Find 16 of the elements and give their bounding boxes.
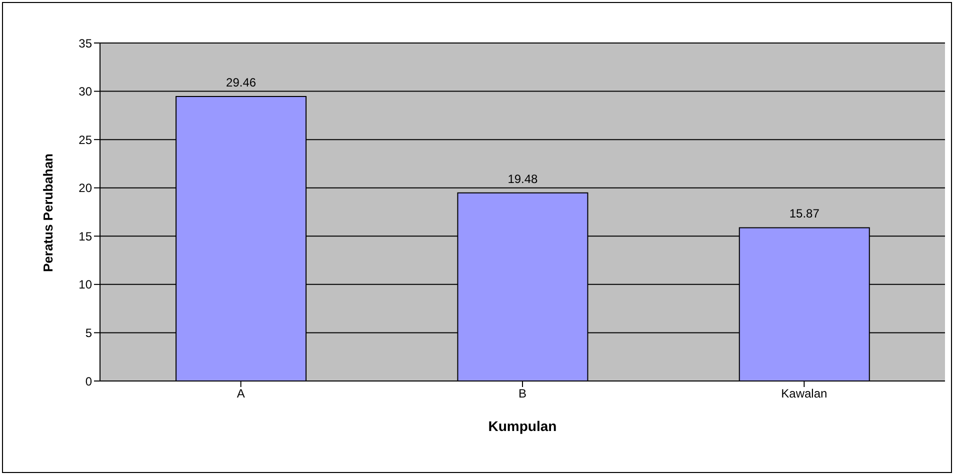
y-tick-label: 10 [78, 278, 92, 292]
x-tick-label: Kawalan [781, 386, 828, 401]
y-tick-label: 0 [85, 374, 92, 388]
y-tick-label: 25 [78, 132, 92, 147]
data-label: 29.46 [226, 76, 256, 90]
y-tick-label: 15 [78, 229, 92, 244]
y-tick-label: 5 [85, 326, 92, 340]
y-axis-title: Peratus Perubahan [40, 153, 56, 272]
data-label: 19.48 [508, 172, 538, 186]
y-tick-label: 35 [78, 36, 92, 50]
data-label: 15.87 [789, 206, 820, 221]
x-axis-title: Kumpulan [488, 418, 557, 434]
x-tick-label: B [518, 386, 527, 401]
y-tick-label: 30 [78, 84, 92, 99]
x-tick-label: A [236, 386, 245, 401]
y-tick-label: 20 [78, 181, 92, 196]
